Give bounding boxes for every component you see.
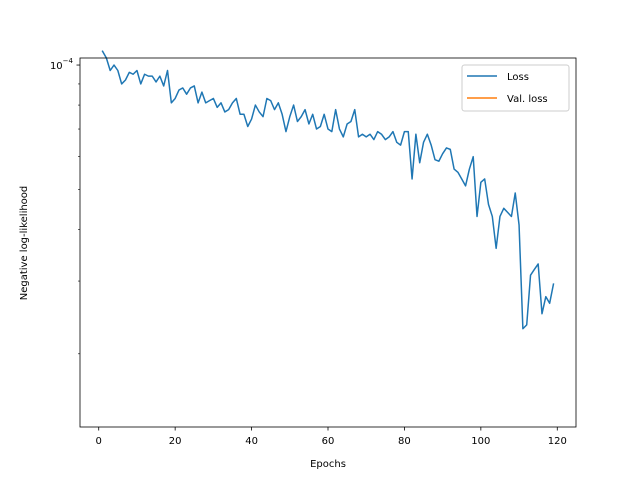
x-tick-label: 100 [471, 436, 490, 447]
y-axis-label: Negative log-likelihood [19, 186, 30, 301]
x-tick-label: 60 [322, 436, 335, 447]
x-axis-label: Epochs [310, 459, 346, 470]
x-tick-label: 40 [245, 436, 258, 447]
y-tick-label: 10−4 [50, 57, 74, 72]
x-tick-label: 80 [398, 436, 411, 447]
series-layer [101, 50, 555, 330]
legend-label: Val. loss [507, 94, 548, 105]
x-tick-label: 0 [96, 436, 102, 447]
y-axis: 10−4 [50, 57, 80, 355]
x-tick-label: 120 [548, 436, 567, 447]
legend-label: Loss [507, 72, 529, 83]
series-line-0 [101, 50, 555, 330]
x-axis: 0 20 40 60 80 100 120 [96, 427, 567, 447]
legend: Loss Val. loss [461, 64, 570, 112]
x-tick-label: 20 [169, 436, 182, 447]
